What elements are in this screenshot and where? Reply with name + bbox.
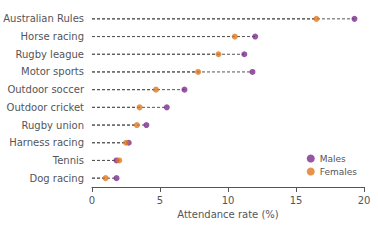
svg-text:Harness racing: Harness racing: [9, 137, 84, 148]
svg-text:Australian Rules: Australian Rules: [3, 13, 84, 24]
svg-text:Dog racing: Dog racing: [29, 173, 84, 184]
svg-text:Tennis: Tennis: [52, 155, 84, 166]
svg-text:5: 5: [157, 195, 163, 206]
svg-text:Motor sports: Motor sports: [21, 66, 84, 77]
svg-text:Rugby union: Rugby union: [21, 120, 84, 131]
svg-text:Outdoor cricket: Outdoor cricket: [7, 102, 84, 113]
svg-text:Rugby league: Rugby league: [15, 49, 84, 60]
svg-text:Males: Males: [320, 154, 346, 164]
svg-text:10: 10: [222, 195, 235, 206]
svg-text:15: 15: [290, 195, 303, 206]
svg-text:0: 0: [89, 195, 95, 206]
svg-text:Outdoor soccer: Outdoor soccer: [7, 84, 84, 95]
svg-text:Horse racing: Horse racing: [21, 31, 85, 42]
svg-text:20: 20: [358, 195, 371, 206]
svg-text:Attendance rate (%): Attendance rate (%): [177, 209, 279, 220]
svg-text:Females: Females: [320, 167, 358, 177]
